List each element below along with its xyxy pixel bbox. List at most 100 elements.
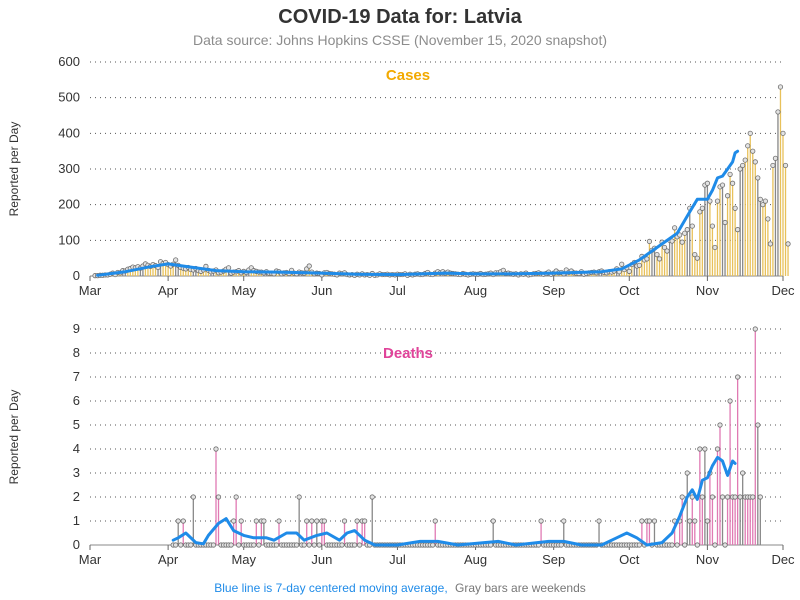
deaths-data-point	[351, 542, 358, 548]
deaths-data-point	[702, 446, 708, 452]
deaths-ytick-label: 5	[73, 417, 80, 432]
cases-xtick-label: Jun	[311, 283, 332, 298]
cases-data-point	[747, 130, 753, 136]
deaths-data-point	[314, 518, 320, 524]
deaths-data-point	[712, 542, 718, 548]
deaths-data-point	[752, 326, 758, 332]
deaths-ytick-label: 3	[73, 465, 80, 480]
cases-data-point	[664, 248, 670, 254]
deaths-data-point	[490, 518, 496, 524]
cases-data-point	[752, 159, 758, 165]
cases-xtick-label: Sep	[542, 283, 565, 298]
deaths-data-point	[432, 518, 438, 524]
deaths-xtick-label: Nov	[696, 552, 720, 567]
cases-points	[92, 84, 791, 279]
cases-xtick-label: Jul	[389, 283, 406, 298]
deaths-xtick-label: May	[231, 552, 256, 567]
cases-xtick-label: Apr	[158, 283, 179, 298]
deaths-ytick-label: 6	[73, 393, 80, 408]
deaths-xtick-label: Dec	[771, 552, 795, 567]
cases-data-point	[782, 162, 789, 169]
cases-data-point	[724, 193, 731, 199]
deaths-data-point	[694, 542, 700, 548]
deaths-data-point	[231, 518, 237, 524]
cases-data-point	[709, 223, 716, 229]
cases-data-point	[777, 84, 784, 90]
deaths-data-point	[321, 518, 327, 524]
deaths-data-point	[228, 542, 234, 548]
deaths-data-point	[188, 542, 194, 548]
cases-data-point	[727, 171, 733, 177]
deaths-data-point	[719, 494, 726, 500]
deaths-data-point	[639, 518, 645, 524]
cases-data-point	[626, 268, 632, 274]
deaths-data-point	[646, 518, 653, 524]
deaths-data-point	[354, 518, 360, 524]
cases-xtick-label: Dec	[771, 283, 795, 298]
deaths-data-point	[697, 446, 703, 452]
deaths-xtick-label: Sep	[542, 552, 565, 567]
deaths-data-point	[684, 470, 690, 476]
cases-panel-title: Cases	[386, 67, 430, 84]
deaths-moving-average-line	[171, 455, 737, 547]
deaths-data-point	[687, 518, 693, 524]
deaths-data-point	[236, 542, 242, 548]
cases-moving-average-line	[96, 149, 740, 277]
deaths-data-point	[261, 518, 267, 524]
cases-data-point	[745, 143, 751, 149]
deaths-bars	[177, 329, 761, 545]
deaths-data-point	[714, 446, 721, 452]
deaths-data-point	[238, 518, 244, 524]
cases-data-point	[226, 265, 232, 271]
cases-data-point	[636, 262, 642, 268]
deaths-data-point	[253, 518, 259, 524]
cases-data-point	[173, 257, 179, 263]
deaths-data-point	[311, 542, 317, 548]
deaths-ytick-label: 4	[73, 441, 80, 456]
footnote-moving-average: Blue line is 7-day centered moving avera…	[214, 581, 447, 595]
cases-data-point	[785, 241, 791, 247]
deaths-data-point	[538, 518, 544, 524]
deaths-data-point	[704, 518, 711, 524]
deaths-data-point	[256, 542, 262, 548]
deaths-xtick-label: Apr	[158, 552, 179, 567]
deaths-data-point	[674, 542, 680, 548]
cases-data-point	[729, 180, 736, 186]
deaths-data-point	[709, 494, 716, 500]
deaths-data-point	[561, 518, 567, 524]
chart-subtitle: Data source: Johns Hopkins CSSE (Novembe…	[193, 32, 607, 48]
cases-data-point	[762, 198, 768, 204]
cases-data-point	[682, 230, 688, 236]
cases-ytick-label: 500	[58, 90, 80, 105]
deaths-ytick-label: 9	[73, 321, 80, 336]
deaths-data-point	[357, 542, 363, 548]
cases-data-point	[775, 109, 781, 115]
cases-y-axis-label: Reported per Day	[7, 122, 21, 217]
chart-title: COVID-19 Data for: Latvia	[278, 6, 522, 28]
deaths-data-point	[679, 494, 685, 500]
cases-data-point	[694, 255, 700, 261]
deaths-data-point	[294, 542, 300, 548]
cases-xtick-label: Mar	[79, 283, 102, 298]
cases-bars	[94, 86, 789, 276]
deaths-data-point	[316, 542, 322, 548]
deaths-data-point	[737, 494, 743, 500]
deaths-data-point	[233, 494, 239, 500]
cases-data-point	[699, 205, 705, 211]
cases-data-point	[750, 148, 756, 154]
deaths-data-point	[251, 542, 257, 548]
cases-ytick-label: 300	[58, 161, 80, 176]
deaths-data-point	[362, 518, 368, 524]
cases-data-point	[672, 225, 678, 231]
cases-ytick-label: 600	[58, 54, 80, 69]
deaths-data-point	[669, 542, 675, 548]
deaths-xtick-label: Jun	[311, 552, 332, 567]
deaths-ytick-label: 2	[73, 489, 80, 504]
cases-data-point	[760, 202, 766, 208]
cases-data-point	[770, 162, 776, 169]
deaths-data-point	[190, 494, 196, 500]
cases-data-point	[722, 219, 728, 226]
deaths-data-point	[740, 470, 746, 476]
deaths-data-point	[699, 494, 705, 500]
deaths-data-point	[732, 494, 738, 500]
